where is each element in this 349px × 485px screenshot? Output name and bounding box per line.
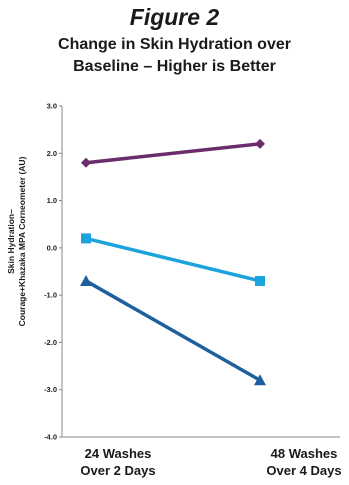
x-category-label: Over 2 Days bbox=[80, 463, 155, 478]
y-tick-label: -4.0 bbox=[44, 433, 57, 442]
data-point-triangle bbox=[80, 274, 92, 286]
x-category-label: 24 Washes bbox=[85, 446, 152, 461]
y-axis-label: Skin Hydration– Courage+Khazaka MPA Corne… bbox=[6, 156, 27, 326]
y-axis: 3.0 2.0 1.0 0.0 -1.0 -2.0 -3.0 -4.0 bbox=[44, 102, 340, 442]
figure-label: Figure 2 bbox=[129, 4, 220, 30]
y-tick-label: 0.0 bbox=[47, 243, 57, 252]
y-tick-label: 2.0 bbox=[47, 149, 57, 158]
data-point-square bbox=[255, 275, 265, 286]
series-group bbox=[80, 138, 266, 386]
series-line bbox=[84, 279, 262, 383]
x-category-label: 48 Washes bbox=[271, 446, 338, 461]
y-tick-label: -2.0 bbox=[44, 338, 57, 347]
chart-title-text: Change in Skin Hydration over Baseline –… bbox=[58, 36, 291, 75]
data-point-square bbox=[81, 233, 91, 244]
x-category-label: Over 4 Days bbox=[266, 463, 341, 478]
y-tick-label: 1.0 bbox=[47, 196, 57, 205]
data-point-diamond bbox=[81, 157, 91, 168]
y-tick-label: -1.0 bbox=[44, 291, 57, 300]
y-axis-label-line1: Skin Hydration– bbox=[6, 209, 16, 274]
series-line bbox=[84, 236, 262, 283]
y-tick-label: 3.0 bbox=[47, 102, 57, 111]
data-point-triangle bbox=[254, 374, 266, 386]
y-axis-label-line2: Courage+Khazaka MPA Corneometer (AU) bbox=[17, 156, 27, 326]
x-axis-labels: 24 Washes Over 2 Days 48 Washes Over 4 Days bbox=[80, 446, 341, 478]
chart-title: Change in Skin Hydration over Baseline –… bbox=[0, 34, 349, 78]
series-line bbox=[84, 142, 262, 165]
y-tick-label: -3.0 bbox=[44, 385, 57, 394]
data-point-diamond bbox=[255, 138, 265, 149]
